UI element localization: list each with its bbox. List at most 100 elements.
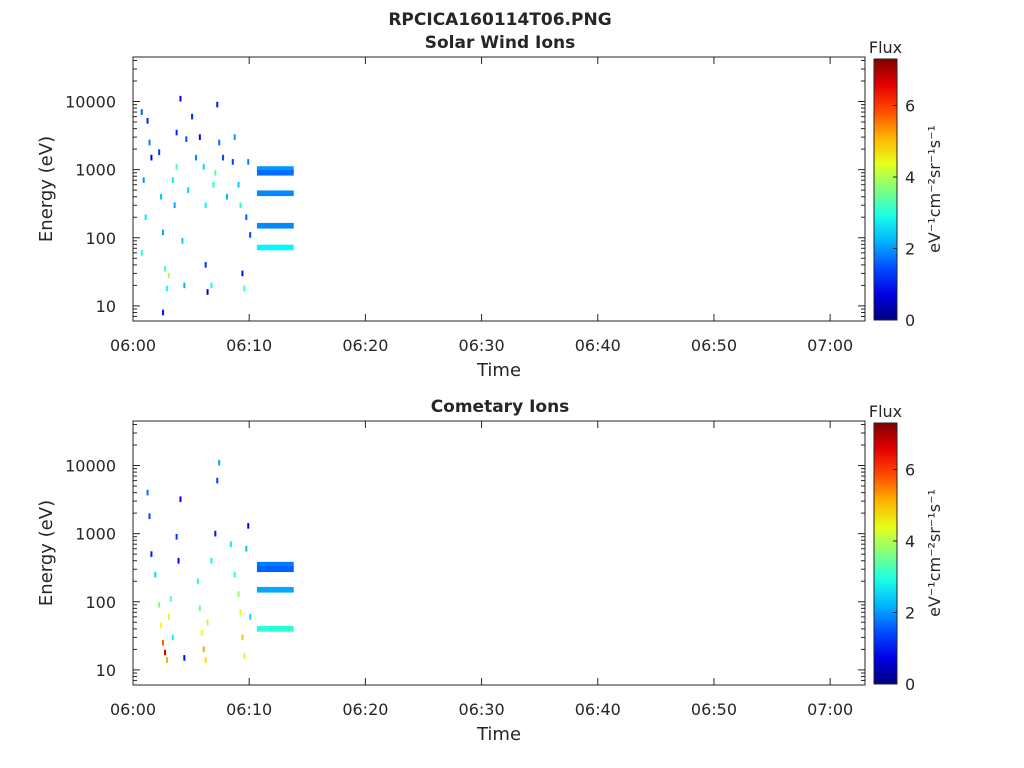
heatmap-cell [146,118,149,124]
heatmap-cell [202,163,205,170]
heatmap-cell [256,626,294,632]
heatmap-cell [256,222,294,229]
colorbar-tick-label: 6 [905,96,915,115]
colorbar-tick-label: 0 [905,311,915,330]
y-tick-label: 10 [96,297,116,316]
heatmap-cell [233,134,236,140]
heatmap-cell [237,591,240,597]
heatmap-cell [158,149,161,156]
heatmap-cell [171,634,174,641]
heatmap-cell [256,190,294,197]
heatmap-cell [183,282,186,289]
heatmap-cell [150,551,153,557]
x-tick-label: 07:00 [807,336,853,355]
figure-title: RPCICA160114T06.PNG [388,10,611,30]
heatmap-cell [173,202,176,209]
x-tick-label: 06:30 [459,336,505,355]
heatmap-cell [204,262,207,268]
heatmap-cell [225,193,228,200]
colorbar-tick-label: 2 [905,603,915,622]
heatmap-cell [204,657,207,663]
heatmap-cell [216,101,219,108]
heatmap-cell [214,169,217,176]
plot-frame [132,56,866,322]
heatmap-cell [185,136,188,142]
heatmap-cell [144,214,147,221]
y-tick-label: 10000 [65,457,116,476]
heatmap-cells [146,459,294,663]
heatmap-cell [256,244,294,251]
heatmap-cell [194,154,197,161]
colorbar-gradient [873,58,898,321]
heatmap-cell [160,622,163,629]
heatmap-cell [243,285,246,292]
heatmap-cell [175,533,178,540]
heatmap-cell [198,134,201,140]
heatmap-cell [167,272,170,279]
heatmap-cell [191,113,194,120]
heatmap-cell [183,655,186,661]
x-tick-label: 06:20 [342,336,388,355]
panel-title: Solar Wind Ions [425,33,576,53]
x-tick-label: 06:50 [691,336,737,355]
heatmap-cell [165,657,168,663]
heatmap-cell [247,523,250,529]
heatmap-cell [202,646,205,653]
x-axis-label: Time [476,724,521,745]
solar-wind-panel: Solar Wind Ions 10 100 1000 10000 06:00 06:1… [36,33,944,381]
heatmap-cell [167,614,170,620]
heatmap-cell [210,282,213,289]
y-axis: 10 100 1000 10000 [65,423,865,686]
heatmap-cell [150,154,153,161]
y-tick-label: 1000 [75,525,116,544]
heatmap-cell [249,232,252,238]
heatmap-cell [231,159,234,165]
heatmap-cell [177,557,180,564]
y-axis-label: Energy (eV) [36,500,57,606]
heatmap-cell [200,629,203,636]
x-tick-label: 06:10 [226,336,272,355]
heatmap-cell [179,496,182,503]
colorbar-tick-label: 2 [905,239,915,258]
heatmap-cell [196,578,199,585]
x-tick-label: 06:00 [110,336,156,355]
colorbar-tick-label: 4 [905,168,915,187]
colorbar-unit: eV⁻¹cm⁻²sr⁻¹s⁻¹ [925,489,944,617]
colorbar: Flux 0 2 4 6 eV⁻¹cm⁻²sr⁻¹s⁻¹ [869,38,944,330]
x-tick-label: 06:40 [575,700,621,719]
heatmap-cell [247,159,250,165]
panel-title: Cometary Ions [431,397,570,417]
heatmap-cell [214,530,217,537]
x-axis: 06:00 06:10 06:20 06:30 06:40 06:50 07:00 [110,421,853,719]
heatmap-cell [218,139,221,146]
heatmap-cell [229,541,232,548]
heatmap-cell [162,639,165,646]
x-tick-label: 07:00 [807,700,853,719]
heatmap-cell [171,177,174,184]
heatmap-cell [165,285,168,292]
y-tick-label: 100 [85,593,116,612]
heatmap-cell [216,477,219,484]
heatmap-cell [163,265,166,272]
x-tick-label: 06:30 [459,700,505,719]
heatmap-cell [179,95,182,102]
heatmap-cell [249,614,252,620]
plot-frame [132,420,866,686]
heatmap-cell [210,557,213,564]
colorbar: Flux 0 2 4 6 eV⁻¹cm⁻²sr⁻¹s⁻¹ [869,402,944,694]
heatmap-cell [169,596,172,602]
heatmap-cell [256,561,294,568]
y-tick-label: 10000 [65,93,116,112]
colorbar-tick-label: 6 [905,460,915,479]
heatmap-cell [158,602,161,608]
heatmap-cell [245,214,248,221]
heatmap-cell [140,109,143,115]
y-axis: 10 100 1000 10000 [65,59,865,322]
heatmap-cell [256,169,294,176]
y-tick-label: 10 [96,661,116,680]
heatmap-cell [162,229,165,236]
heatmap-cell [241,270,244,277]
x-tick-label: 06:40 [575,336,621,355]
